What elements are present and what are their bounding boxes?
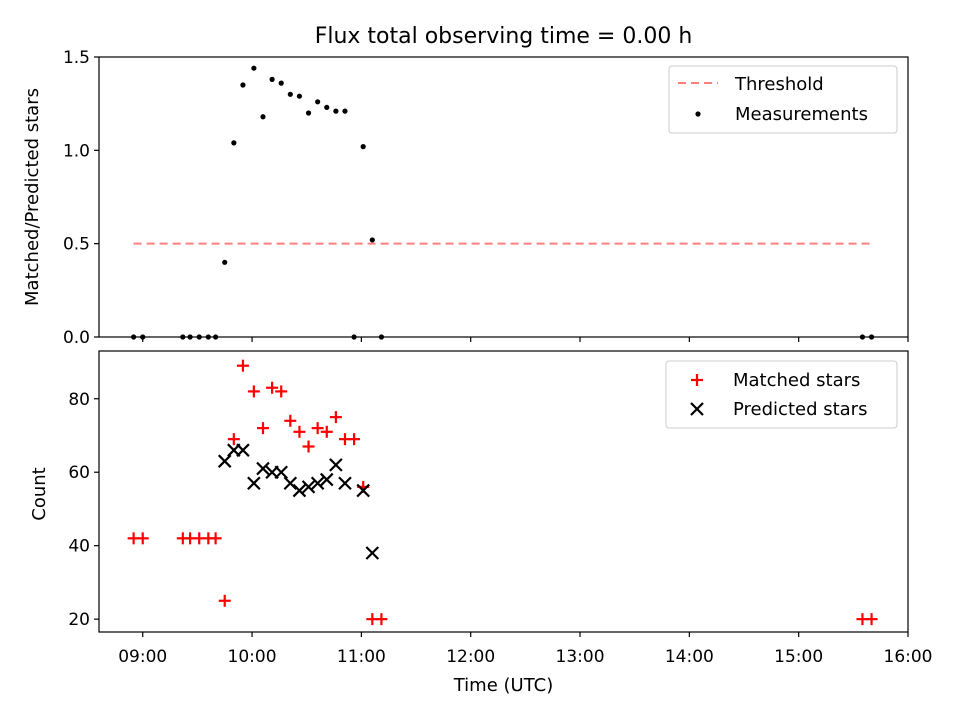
top-axes-frame <box>98 56 909 338</box>
predicted-star-point <box>365 546 380 560</box>
measurement-point <box>296 93 303 99</box>
matched-star-point <box>329 411 342 424</box>
matched-star-point <box>236 359 249 372</box>
matched-star-point <box>247 385 260 398</box>
measurement-point <box>324 104 330 110</box>
top-legend-box <box>668 65 898 134</box>
predicted-star-point <box>236 443 250 457</box>
matched-star-point <box>320 425 333 438</box>
predicted-star-point <box>319 472 334 487</box>
x-tick-label: 09:00 <box>118 647 167 667</box>
measurement-point <box>278 80 284 86</box>
predicted-star-point <box>283 476 298 491</box>
matched-star-point <box>136 532 149 545</box>
measurement-point <box>369 237 375 243</box>
matched-star-point <box>218 594 231 607</box>
matched-star-point <box>293 425 306 438</box>
threshold-legend-label: Threshold <box>734 74 824 95</box>
bottom-y-axis-label: Count <box>29 467 50 520</box>
x-tick-label: 11:00 <box>337 647 386 667</box>
predicted-star-point <box>217 454 232 468</box>
bottom-y-ticks: 20 40 60 80 <box>68 390 99 630</box>
bottom-y-tick-label: 40 <box>68 537 90 557</box>
measurement-point <box>305 110 312 116</box>
matched-star-point <box>865 613 878 626</box>
top-y-tick-label: 1.5 <box>63 48 90 68</box>
bottom-axes-frame <box>98 350 909 633</box>
x-tick-label: 14:00 <box>665 647 714 667</box>
x-tick-label: 12:00 <box>446 647 495 667</box>
matched-star-point <box>275 385 288 398</box>
measurement-point <box>342 108 348 114</box>
bottom-legend[interactable]: Matched stars Predicted stars <box>665 360 898 429</box>
predicted-star-point <box>274 465 288 479</box>
predicted-star-point <box>256 461 270 476</box>
x-tick-label: 13:00 <box>556 647 605 667</box>
matched-star-point <box>266 381 279 394</box>
predicted-legend-swatch <box>690 402 704 416</box>
measurement-point <box>260 114 266 120</box>
top-y-tick-label: 0.0 <box>63 328 90 348</box>
measurement-point <box>269 76 275 82</box>
predicted-star-point <box>356 483 370 498</box>
top-x-ticks <box>142 337 909 342</box>
x-tick-label: 10:00 <box>228 647 277 667</box>
predicted-star-point <box>338 476 352 491</box>
x-tick-label: 16:00 <box>884 647 933 667</box>
matched-star-point <box>311 422 324 435</box>
matched-star-point <box>284 414 297 427</box>
top-panel: 0.0 0.5 1.0 1.5 Matched/Predicted stars Thr… <box>22 48 909 348</box>
measurement-point <box>287 91 293 97</box>
bottom-panel: 20 40 60 80 09:00 10:00 11:00 12:00 13:00 14:00 1… <box>29 350 933 696</box>
top-y-axis-label: Matched/Predicted stars <box>22 88 43 306</box>
predicted-star-point <box>292 483 307 498</box>
predicted-star-point <box>310 476 325 491</box>
measurement-point <box>231 140 237 146</box>
matched-star-point <box>209 532 222 545</box>
matched-star-point <box>302 440 315 453</box>
matched-legend-label: Matched stars <box>733 370 860 391</box>
measurements-legend-label: Measurements <box>735 104 868 125</box>
measurement-point <box>222 259 228 265</box>
matched-star-point <box>375 613 388 626</box>
chart-title: Flux total observing time = 0.00 h <box>315 24 693 49</box>
top-y-tick-label: 1.0 <box>63 141 90 161</box>
measurement-point <box>315 99 321 105</box>
matched-star-point <box>256 422 269 435</box>
matched-legend-swatch <box>691 374 703 386</box>
x-tick-label: 15:00 <box>774 647 823 667</box>
top-legend[interactable]: Threshold Measurements <box>668 65 898 134</box>
predicted-star-point <box>329 458 343 472</box>
top-y-ticks: 0.0 0.5 1.0 1.5 <box>63 48 99 348</box>
top-y-tick-label: 0.5 <box>63 235 90 255</box>
predicted-star-point <box>301 480 316 494</box>
bottom-x-ticks: 09:00 10:00 11:00 12:00 13:00 14:00 15:00 16:00 <box>118 632 933 667</box>
measurement-point <box>240 82 246 88</box>
bottom-legend-box <box>665 360 898 429</box>
bottom-y-tick-label: 60 <box>68 463 90 483</box>
bottom-y-tick-label: 20 <box>68 610 90 630</box>
matched-star-point <box>348 433 361 446</box>
measurements-legend-swatch <box>695 111 701 117</box>
bottom-marks <box>127 359 878 626</box>
measurement-point <box>333 108 339 114</box>
predicted-legend-label: Predicted stars <box>733 399 867 420</box>
x-axis-label: Time (UTC) <box>453 675 554 696</box>
predicted-star-point <box>247 476 261 491</box>
measurement-point <box>360 144 366 150</box>
measurement-point <box>251 65 257 71</box>
matched-star-point <box>227 433 240 446</box>
bottom-y-tick-label: 80 <box>68 390 90 410</box>
